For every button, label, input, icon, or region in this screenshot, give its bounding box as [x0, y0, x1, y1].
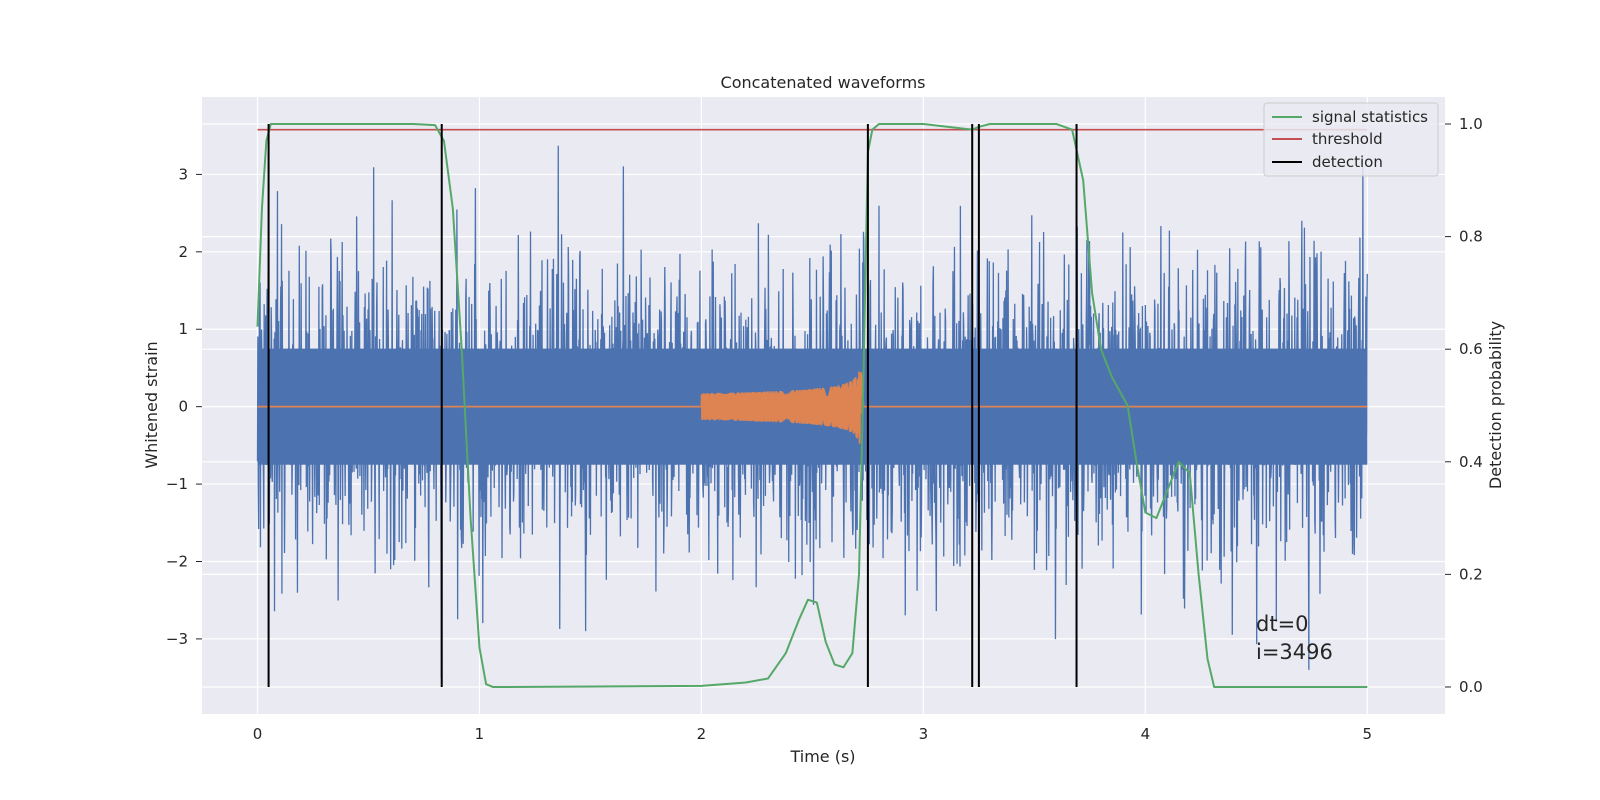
legend-label-signal-statistics: signal statistics	[1312, 108, 1428, 126]
y-tick-label: 3	[178, 165, 188, 183]
x-tick-label: 1	[475, 725, 485, 743]
x-tick-label: 4	[1141, 725, 1151, 743]
y-tick-label: 1	[178, 320, 188, 338]
annotation-dt: dt=0	[1256, 612, 1309, 636]
y-tick-label: −1	[166, 475, 188, 493]
x-tick-label: 5	[1363, 725, 1373, 743]
series-layer	[256, 123, 1368, 688]
legend: signal statistics threshold detection	[1263, 102, 1439, 177]
chart-title: Concatenated waveforms	[721, 73, 926, 92]
y2-tick-label: 0.4	[1459, 453, 1483, 471]
y2-tick-label: 0.0	[1459, 678, 1483, 696]
x-tick-label: 0	[253, 725, 263, 743]
signal-statistics-line	[256, 123, 1368, 688]
y-tick-label: −2	[166, 552, 188, 570]
legend-box	[1263, 102, 1439, 177]
x-axis-label: Time (s)	[789, 747, 855, 766]
y2-tick-label: 1.0	[1459, 115, 1483, 133]
tick-layer: 0 1 2 3 4 5 −3 −2 −1 0 1 2 3 0.0 0.2 0.4 0.6 0.8 1.0	[166, 115, 1483, 743]
y-tick-label: −3	[166, 630, 188, 648]
y2-axis-label: Detection probability	[1486, 321, 1505, 489]
x-tick-label: 3	[919, 725, 929, 743]
y-tick-label: 2	[178, 243, 188, 261]
y-axis-label: Whitened strain	[142, 341, 161, 468]
y2-tick-label: 0.6	[1459, 340, 1483, 358]
y2-tick-label: 0.2	[1459, 565, 1483, 583]
legend-label-threshold: threshold	[1312, 130, 1383, 148]
plot-area	[256, 123, 1368, 688]
y-tick-label: 0	[178, 398, 188, 416]
legend-label-detection: detection	[1312, 153, 1383, 171]
annotation-index: i=3496	[1256, 640, 1333, 664]
template-chirp-line	[257, 371, 1368, 444]
y2-tick-label: 0.8	[1459, 228, 1483, 246]
x-tick-label: 2	[697, 725, 707, 743]
